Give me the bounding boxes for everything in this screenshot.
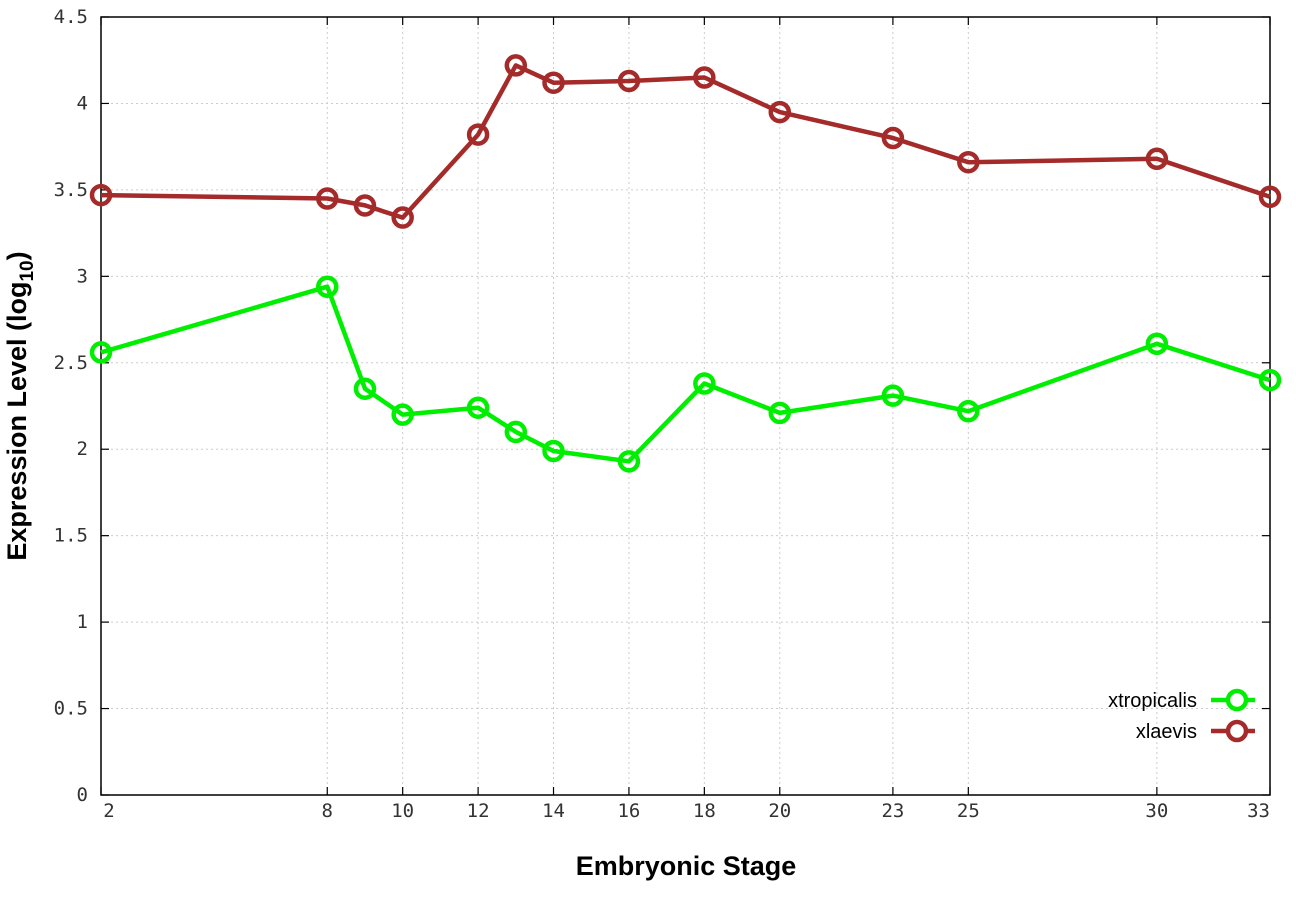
data-point-xlaevis bbox=[693, 66, 716, 89]
series-line-xlaevis bbox=[100, 63, 1271, 220]
data-point-xlaevis bbox=[957, 150, 980, 174]
x-tick-label: 14 bbox=[542, 800, 565, 822]
data-point-xtropicalis bbox=[693, 372, 716, 395]
data-point-xlaevis bbox=[1258, 185, 1282, 209]
x-tick-label: 20 bbox=[768, 800, 791, 822]
y-axis-title-subscript: 10 bbox=[17, 260, 38, 281]
x-tick-label: 12 bbox=[467, 800, 490, 822]
x-tick-label: 30 bbox=[1145, 800, 1168, 822]
y-tick-label: 0 bbox=[77, 784, 88, 806]
data-point-xtropicalis bbox=[1145, 332, 1169, 356]
data-point-xlaevis bbox=[768, 100, 792, 124]
data-point-xlaevis bbox=[1145, 147, 1169, 171]
y-tick-label: 0.5 bbox=[54, 698, 88, 720]
legend: xtropicalis xlaevis bbox=[1108, 688, 1255, 743]
data-point-xtropicalis bbox=[542, 439, 565, 463]
data-point-xlaevis bbox=[466, 123, 490, 146]
data-point-xlaevis bbox=[617, 69, 641, 93]
y-tick-label: 2 bbox=[77, 438, 88, 460]
data-point-xtropicalis bbox=[881, 384, 905, 407]
data-point-xlaevis bbox=[316, 187, 339, 210]
plot-frame bbox=[100, 16, 1271, 796]
axes: 0 0.5 1 1.5 2 2.5 3 3.5 4 4.5 2 8 10 12 14 16 18 20 23 25 30… bbox=[54, 6, 1271, 822]
data-point-xlaevis bbox=[353, 194, 377, 217]
x-tick-label: 33 bbox=[1247, 800, 1270, 822]
x-tick-label: 10 bbox=[391, 800, 414, 822]
data-point-xlaevis bbox=[542, 71, 565, 94]
y-axis-title-main: Expression Level (log bbox=[2, 282, 32, 561]
y-tick-label: 4.5 bbox=[54, 6, 88, 28]
data-point-xlaevis bbox=[881, 126, 905, 150]
legend-label: xlaevis bbox=[1136, 721, 1197, 743]
data-point-xtropicalis bbox=[316, 275, 339, 298]
data-point-xtropicalis bbox=[391, 403, 414, 426]
y-tick-label: 4 bbox=[77, 92, 88, 114]
x-tick-label: 2 bbox=[103, 800, 114, 822]
y-tick-label: 3 bbox=[77, 265, 88, 287]
data-point-xtropicalis bbox=[617, 450, 641, 473]
series-line-xtropicalis bbox=[100, 284, 1271, 464]
legend-swatch-marker bbox=[1225, 688, 1249, 712]
data-point-xtropicalis bbox=[957, 399, 980, 423]
data-point-xtropicalis bbox=[353, 377, 377, 400]
data-point-xtropicalis bbox=[466, 396, 490, 419]
data-point-xlaevis bbox=[504, 54, 528, 77]
x-tick-label: 25 bbox=[957, 800, 980, 822]
x-axis-title: Embryonic Stage bbox=[576, 851, 797, 881]
x-tick-label: 16 bbox=[617, 800, 640, 822]
y-axis-title: Expression Level (log10) bbox=[2, 251, 38, 560]
legend-swatch-marker bbox=[1225, 719, 1249, 743]
x-tick-label: 8 bbox=[322, 800, 333, 822]
y-tick-label: 2.5 bbox=[54, 352, 88, 374]
y-axis-title-close: ) bbox=[2, 251, 32, 260]
x-tick-label: 18 bbox=[693, 800, 716, 822]
data-point-xtropicalis bbox=[1258, 368, 1282, 392]
y-tick-label: 1.5 bbox=[54, 525, 88, 547]
data-point-xlaevis bbox=[89, 183, 113, 207]
series-layer bbox=[89, 54, 1282, 473]
x-tick-label: 23 bbox=[881, 800, 904, 822]
data-point-xlaevis bbox=[391, 206, 414, 229]
y-tick-label: 1 bbox=[77, 611, 88, 633]
legend-label: xtropicalis bbox=[1108, 690, 1197, 712]
y-tick-label: 3.5 bbox=[54, 179, 88, 201]
data-point-xtropicalis bbox=[504, 420, 528, 444]
data-point-xtropicalis bbox=[89, 341, 113, 364]
data-point-xtropicalis bbox=[768, 401, 792, 425]
